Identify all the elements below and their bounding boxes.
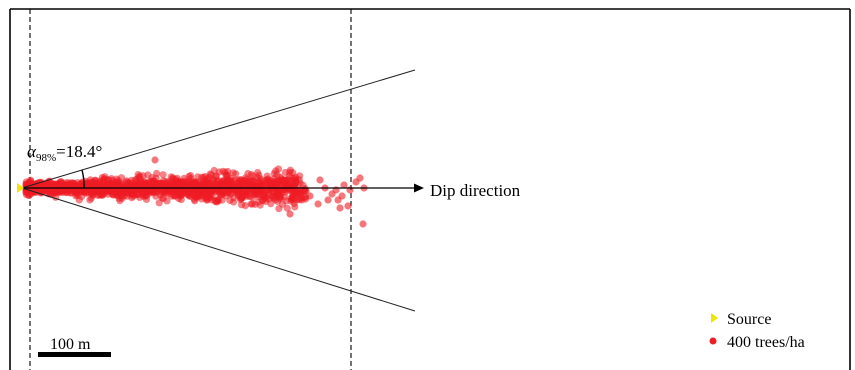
- cone-upper-line: [21, 69, 416, 189]
- deposition-point: [314, 200, 322, 208]
- deposition-point: [324, 196, 332, 204]
- angle-value: =18.4°: [56, 142, 102, 161]
- legend: Source 400 trees/ha: [709, 311, 805, 351]
- deposition-point: [169, 191, 178, 199]
- deposition-point: [153, 169, 161, 178]
- deposition-point: [270, 170, 278, 178]
- deposition-point: [201, 179, 209, 187]
- deposition-point: [296, 186, 304, 195]
- deposition-point: [238, 201, 246, 209]
- deposition-point: [212, 188, 220, 196]
- deposition-point: [178, 191, 186, 199]
- deposition-point: [237, 178, 245, 186]
- deposition-point: [316, 176, 324, 184]
- deposition-point: [229, 198, 238, 206]
- deposition-point: [164, 183, 172, 191]
- deposition-point: [255, 187, 263, 195]
- deposition-point: [206, 170, 214, 178]
- deposition-point: [270, 189, 278, 197]
- legend-source-label: Source: [727, 311, 771, 328]
- deposition-point: [151, 156, 159, 164]
- deposition-point: [344, 202, 352, 210]
- deposition-point: [359, 220, 367, 228]
- deposition-point: [246, 193, 254, 201]
- deposition-point: [276, 173, 284, 181]
- deposition-point: [292, 196, 300, 204]
- deposition-point: [85, 180, 93, 188]
- deposition-point: [251, 200, 259, 208]
- deposition-point: [218, 185, 226, 193]
- deposition-point: [272, 178, 280, 186]
- deposition-point: [169, 175, 177, 183]
- deposition-point: [194, 178, 202, 186]
- angle-arc: [81, 169, 85, 189]
- deposition-point: [218, 177, 226, 185]
- deposition-point: [69, 180, 77, 188]
- deposition-point: [142, 195, 151, 203]
- deposition-point: [150, 177, 158, 185]
- cone-lower-line: [21, 187, 416, 312]
- deposition-point: [114, 185, 122, 193]
- deposition-point: [97, 191, 105, 199]
- deposition-point: [180, 174, 188, 182]
- deposition-point: [260, 194, 268, 202]
- deposition-point: [140, 183, 148, 191]
- dip-direction-arrowhead: [414, 183, 424, 193]
- deposition-point: [306, 192, 314, 200]
- deposition-point: [336, 204, 344, 212]
- deposition-point: [340, 181, 348, 189]
- deposition-point: [188, 183, 196, 191]
- deposition-point: [107, 183, 115, 191]
- deposition-point: [159, 177, 167, 185]
- deposition-point: [283, 204, 291, 212]
- deposition-point: [278, 200, 287, 208]
- deposition-point: [237, 194, 246, 202]
- deposition-point: [55, 187, 63, 195]
- deposition-point: [185, 191, 193, 199]
- deposition-point: [258, 177, 266, 185]
- deposition-point: [242, 185, 250, 193]
- dip-direction-label: Dip direction: [430, 181, 521, 200]
- deposition-point: [249, 177, 257, 185]
- deposition-point: [286, 210, 294, 218]
- deposition-point: [144, 171, 152, 179]
- deposition-point: [286, 166, 294, 174]
- deposition-point: [223, 171, 231, 179]
- deposition-point: [276, 192, 284, 200]
- deposition-point: [224, 181, 232, 190]
- deposition-point: [104, 176, 112, 184]
- deposition-point: [271, 196, 279, 204]
- deposition-point: [123, 185, 132, 193]
- deposition-point: [122, 177, 130, 185]
- deposition-point: [226, 190, 235, 198]
- deposition-point: [158, 188, 166, 196]
- deposition-point: [86, 196, 94, 204]
- deposition-points: [22, 156, 368, 228]
- legend-trees-label: 400 trees/ha: [727, 334, 805, 351]
- legend-trees-icon: [709, 337, 717, 345]
- angle-symbol: α: [27, 142, 37, 161]
- deposition-point: [229, 183, 237, 191]
- deposition-point: [356, 174, 364, 182]
- deposition-point: [88, 188, 96, 196]
- scale-bar-label: 100 m: [50, 336, 91, 353]
- deposition-point: [338, 192, 346, 200]
- deposition-point: [212, 173, 220, 181]
- scale-bar: [38, 352, 111, 357]
- deposition-point: [265, 178, 273, 186]
- legend-source-icon: [711, 313, 718, 323]
- deposition-point: [159, 171, 167, 179]
- deposition-point: [211, 198, 219, 206]
- source-marker: [17, 183, 24, 193]
- angle-subscript: 98%: [36, 152, 56, 164]
- angle-label: α98%=18.4°: [27, 142, 102, 164]
- deposition-point: [163, 197, 171, 205]
- deposition-point: [180, 183, 188, 191]
- deposition-point: [232, 170, 240, 178]
- deposition-point: [296, 179, 304, 187]
